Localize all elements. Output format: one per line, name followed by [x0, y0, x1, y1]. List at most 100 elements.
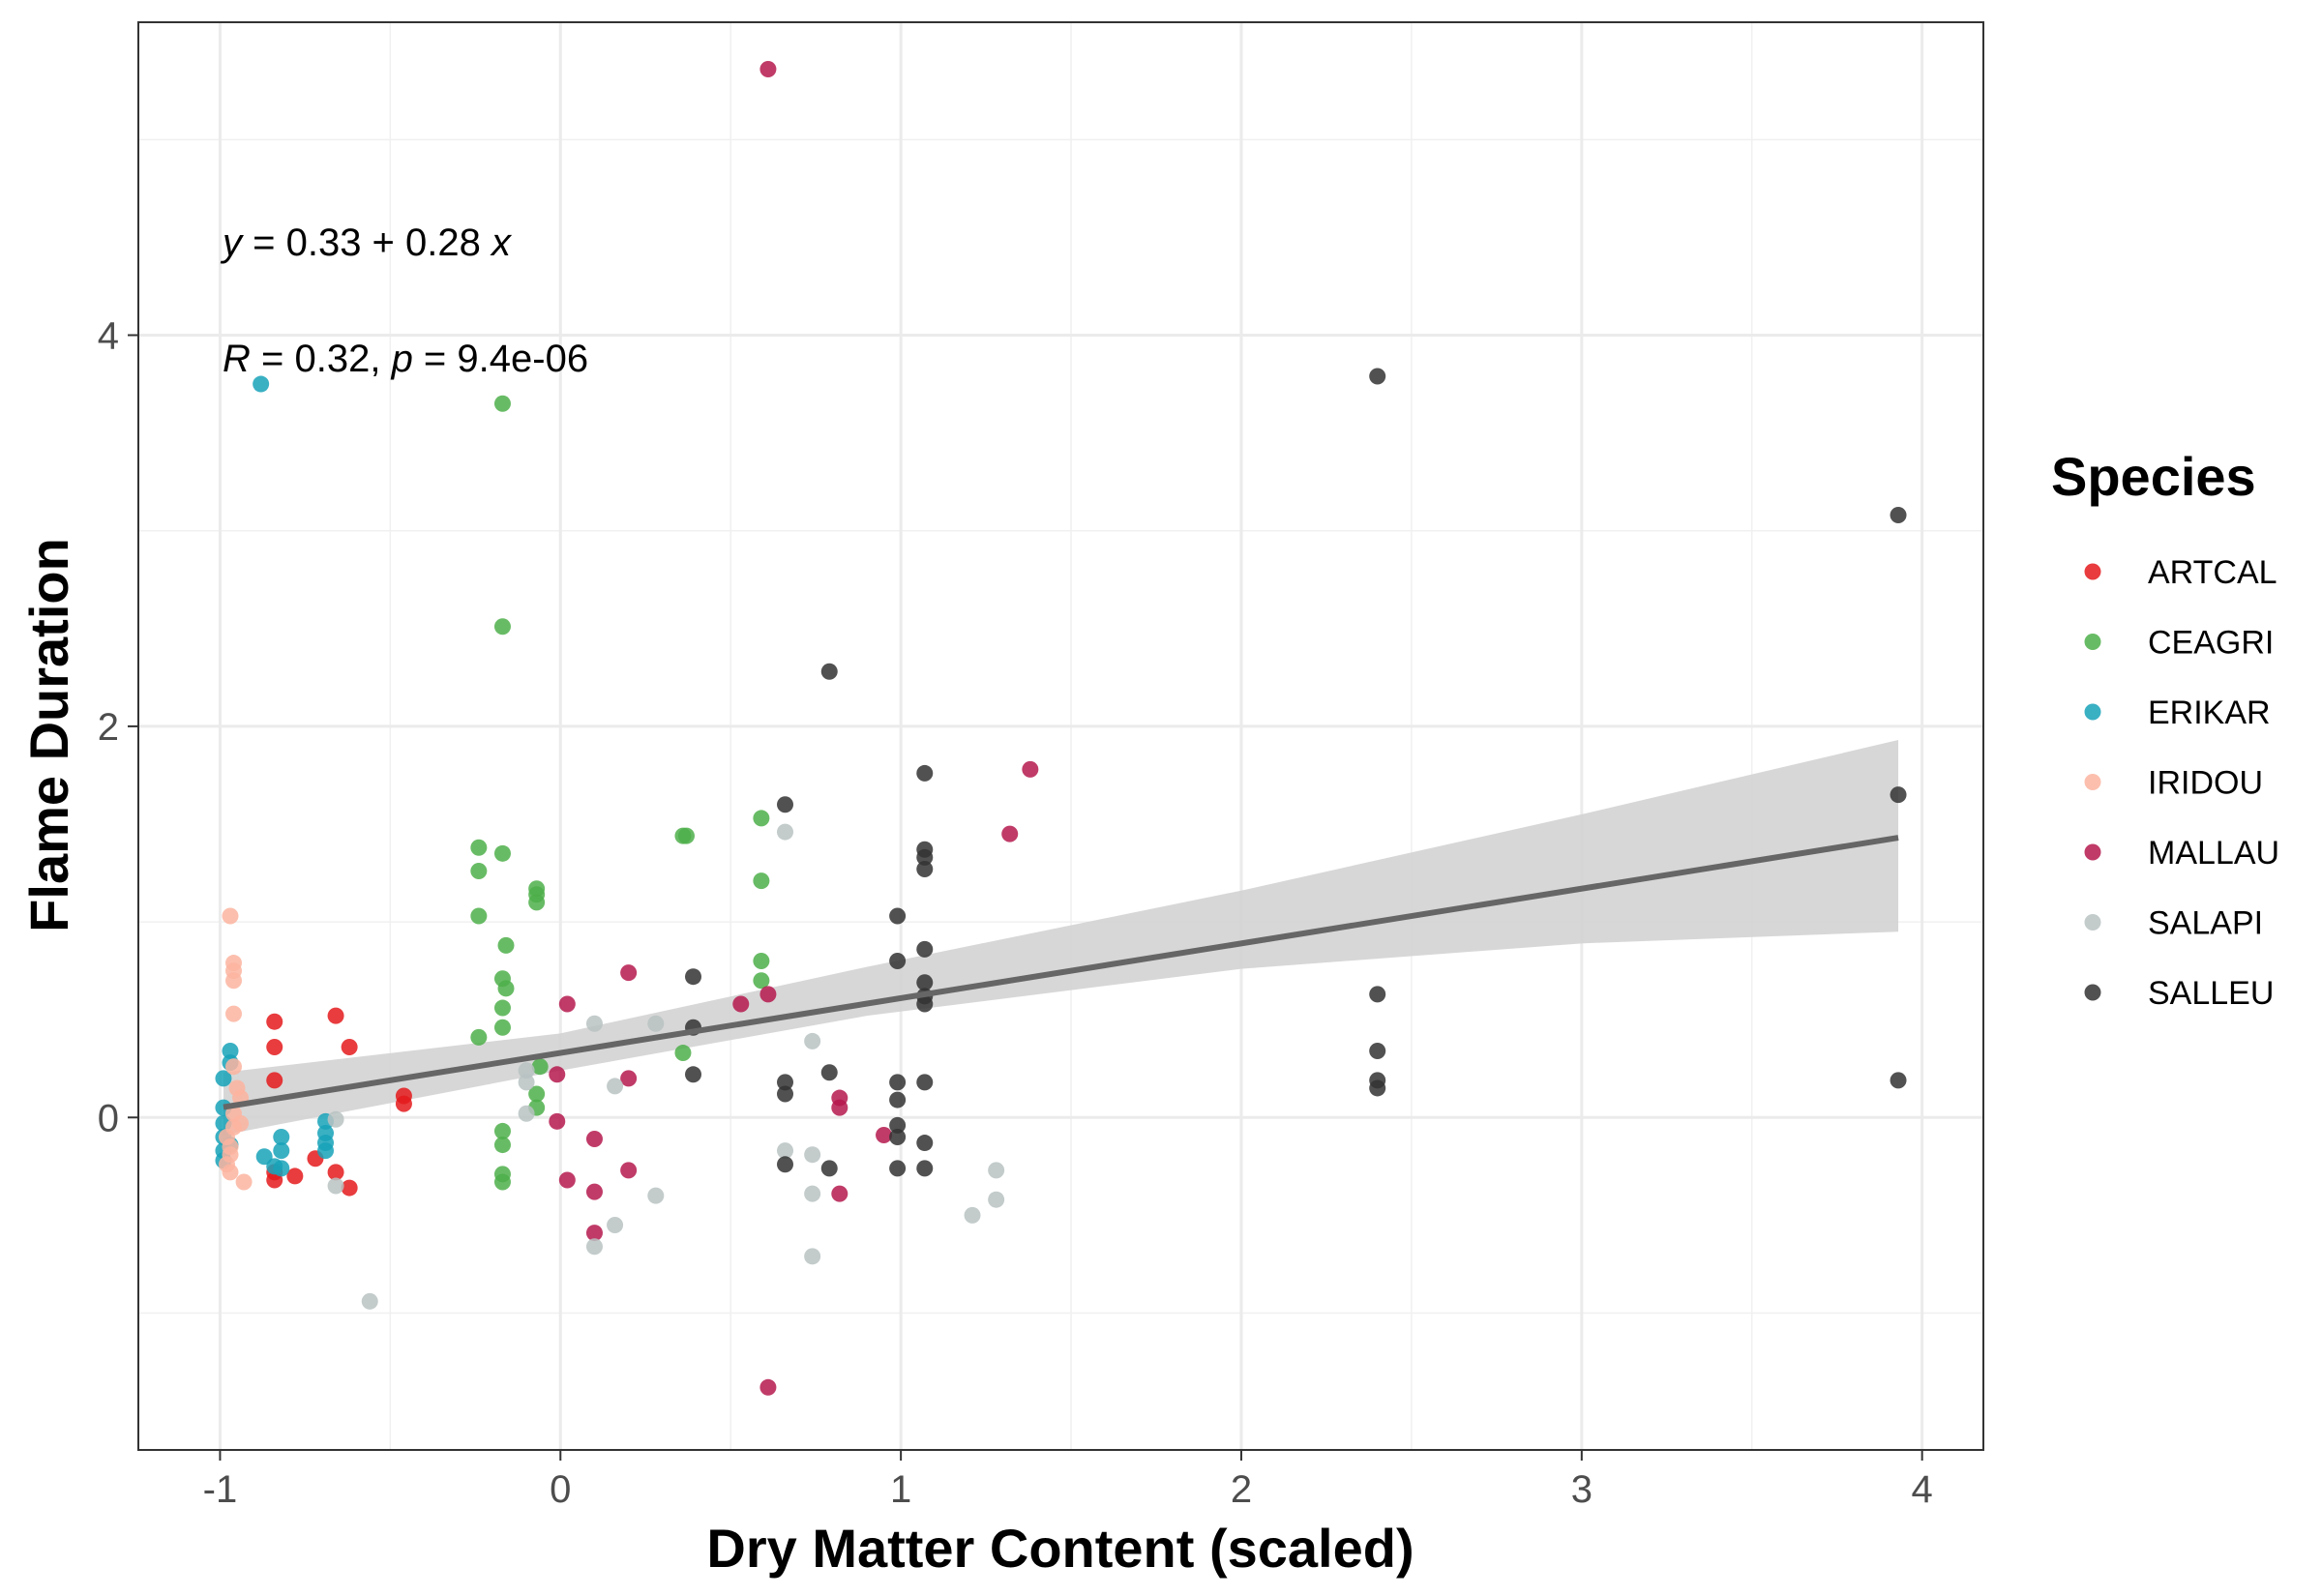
equation-y-symbol: y — [220, 222, 245, 264]
point-salleu — [916, 848, 934, 866]
point-erikar — [317, 1142, 335, 1160]
point-ceagri — [497, 980, 515, 997]
stat-r-value: = 0.32, — [251, 338, 392, 380]
point-ceagri — [470, 839, 488, 856]
stat-p-value: = 9.4e-06 — [413, 338, 588, 380]
x-tick-label: 1 — [890, 1468, 911, 1511]
point-erikar — [255, 1148, 273, 1166]
legend-key-salapi — [2084, 914, 2101, 931]
point-salleu — [916, 764, 934, 782]
x-tick-label: -1 — [203, 1468, 238, 1511]
point-salleu — [1369, 1079, 1386, 1097]
point-salapi — [518, 1074, 535, 1091]
point-iridou — [225, 972, 243, 990]
point-salleu — [916, 860, 934, 877]
regression-line-group — [223, 835, 1899, 1110]
point-salleu — [1369, 986, 1386, 1003]
point-ceagri — [493, 999, 511, 1017]
point-ceagri — [493, 844, 511, 862]
equation-x-symbol: x — [490, 222, 513, 264]
confidence-band — [223, 740, 1899, 1136]
point-salleu — [889, 1091, 907, 1108]
y-tick-label: 4 — [98, 315, 119, 358]
legend-key-salleu — [2084, 984, 2101, 1001]
point-mallau — [585, 1225, 603, 1242]
x-tick-label: 3 — [1571, 1468, 1593, 1511]
point-artcal — [266, 1072, 283, 1089]
point-mallau — [831, 1099, 848, 1116]
x-axis-title: Dry Matter Content (scaled) — [706, 1518, 1414, 1579]
point-salapi — [518, 1105, 535, 1122]
point-salleu — [777, 1074, 794, 1091]
major-gridlines — [138, 22, 1983, 1450]
point-artcal — [286, 1167, 304, 1185]
stat-r-symbol: R — [223, 338, 251, 380]
point-salapi — [964, 1206, 981, 1224]
point-ceagri — [753, 810, 770, 827]
x-tick-label: 4 — [1912, 1468, 1933, 1511]
legend-label-ceagri: CEAGRI — [2148, 625, 2274, 662]
point-iridou — [225, 1005, 243, 1022]
point-ceagri — [497, 936, 515, 954]
point-salleu — [1890, 1072, 1907, 1089]
point-salleu — [1369, 368, 1386, 385]
point-mallau — [558, 1171, 576, 1189]
point-salleu — [820, 1160, 838, 1177]
point-mallau — [759, 61, 777, 78]
y-tick-label: 0 — [98, 1097, 119, 1139]
point-mallau — [585, 1183, 603, 1200]
point-salleu — [889, 1160, 907, 1177]
point-erikar — [222, 1043, 239, 1060]
legend-key-ceagri — [2084, 634, 2101, 650]
point-salleu — [820, 663, 838, 680]
stats-annotation: R = 0.32, p = 9.4e-06 — [223, 338, 588, 380]
point-salapi — [518, 1062, 535, 1079]
point-mallau — [620, 1162, 638, 1179]
legend-key-mallau — [2084, 843, 2101, 861]
point-mallau — [620, 964, 638, 982]
point-salleu — [1369, 1043, 1386, 1060]
point-artcal — [341, 1038, 358, 1055]
point-iridou — [222, 907, 239, 925]
point-artcal — [327, 1007, 344, 1024]
point-salleu — [889, 1074, 907, 1091]
point-ceagri — [470, 863, 488, 880]
point-artcal — [395, 1095, 412, 1112]
point-artcal — [341, 1179, 358, 1197]
point-ceagri — [528, 1085, 546, 1103]
point-ceagri — [753, 872, 770, 890]
point-mallau — [620, 1070, 638, 1087]
plot-panel-border — [137, 21, 1984, 1451]
point-erikar — [273, 1128, 290, 1145]
point-salleu — [820, 1064, 838, 1081]
point-ceagri — [493, 395, 511, 412]
point-salleu — [916, 1160, 934, 1177]
point-salleu — [685, 968, 702, 986]
point-mallau — [549, 1066, 566, 1083]
point-mallau — [558, 995, 576, 1013]
point-artcal — [266, 1038, 283, 1055]
point-mallau — [876, 1126, 893, 1143]
point-mallau — [759, 1378, 777, 1396]
x-tick-label: 0 — [550, 1468, 571, 1511]
point-ceagri — [470, 1028, 488, 1046]
point-mallau — [759, 986, 777, 1003]
point-ceagri — [531, 1058, 549, 1076]
data-points — [215, 61, 1907, 1396]
point-ceagri — [753, 953, 770, 970]
point-salleu — [889, 1116, 907, 1134]
plot-panel-background — [138, 22, 1983, 1450]
legend-label-iridou: IRIDOU — [2148, 765, 2263, 802]
point-salleu — [1890, 507, 1907, 524]
x-axis-ticks: -1 0 1 2 3 4 — [203, 1450, 1933, 1511]
point-salapi — [607, 1078, 624, 1095]
point-salapi — [804, 1032, 821, 1049]
point-artcal — [266, 1013, 283, 1030]
point-erikar — [215, 1070, 232, 1087]
legend: ARTCAL CEAGRI ERIKAR IRIDOU MALLAU SALAPI SALL… — [2084, 554, 2279, 1012]
point-ceagri — [493, 1122, 511, 1139]
legend-label-erikar: ERIKAR — [2148, 695, 2271, 731]
point-erikar — [273, 1160, 290, 1177]
point-salapi — [327, 1110, 344, 1128]
point-mallau — [732, 995, 750, 1013]
